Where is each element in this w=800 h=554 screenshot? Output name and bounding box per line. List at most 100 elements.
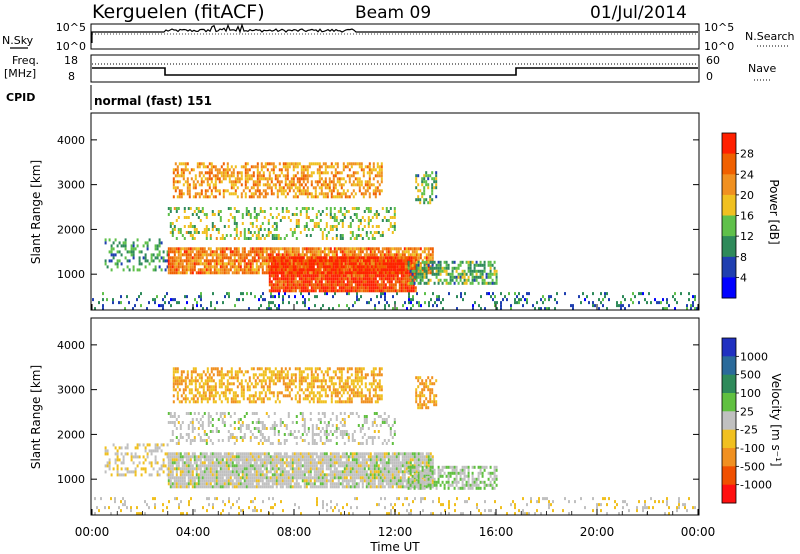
scatter-cell <box>315 461 318 465</box>
scatter-cell <box>338 283 341 287</box>
scatter-cell <box>307 470 310 474</box>
scatter-cell <box>356 262 359 266</box>
scatter-cell <box>171 234 174 237</box>
scatter-cell <box>508 292 510 296</box>
scatter-cell <box>302 192 305 196</box>
scatter-cell <box>374 271 377 275</box>
scatter-cell <box>320 271 323 275</box>
scatter-cell <box>126 506 128 510</box>
scatter-cell <box>264 298 266 302</box>
scatter-cell <box>324 180 327 184</box>
scatter-cell <box>466 500 468 504</box>
scatter-cell <box>279 473 282 477</box>
scatter-cell <box>280 277 283 281</box>
scatter-cell <box>255 213 258 216</box>
scatter-cell <box>378 503 380 507</box>
scatter-cell <box>249 476 252 480</box>
scatter-cell <box>201 479 204 483</box>
scatter-cell <box>150 449 153 453</box>
scatter-cell <box>144 253 147 257</box>
scatter-cell <box>185 265 188 269</box>
scatter-cell <box>380 289 383 293</box>
scatter-cell <box>173 479 176 483</box>
scatter-cell <box>340 274 343 278</box>
scatter-cell <box>210 304 212 308</box>
scatter-cell <box>112 253 115 257</box>
scatter-cell <box>378 286 381 290</box>
scatter-cell <box>346 304 348 308</box>
scatter-cell <box>451 275 454 279</box>
scatter-cell <box>299 455 302 459</box>
scatter-cell <box>199 482 202 486</box>
scatter-cell <box>415 198 418 202</box>
scatter-cell <box>332 280 335 284</box>
scatter-cell <box>424 301 426 305</box>
scatter-cell <box>413 275 416 279</box>
scatter-cell <box>273 473 276 477</box>
scatter-cell <box>358 277 361 281</box>
scatter-cell <box>391 225 394 228</box>
scatter-cell <box>634 295 636 299</box>
scatter-cell <box>332 259 335 263</box>
scatter-cell <box>275 485 278 489</box>
scatter-cell <box>211 228 214 231</box>
scatter-cell <box>431 266 434 270</box>
scatter-cell <box>384 289 387 293</box>
scatter-cell <box>321 461 324 465</box>
scatter-cell <box>332 189 335 193</box>
scatter-cell <box>356 286 359 290</box>
scatter-cell <box>169 476 172 480</box>
scatter-cell <box>324 262 327 266</box>
scatter-cell <box>296 256 299 260</box>
scatter-cell <box>104 464 107 468</box>
scatter-cell <box>294 268 297 272</box>
scatter-cell <box>122 244 125 248</box>
scatter-cell <box>420 304 422 308</box>
scatter-cell <box>481 263 484 267</box>
scatter-cell <box>276 286 279 290</box>
scatter-cell <box>138 512 140 516</box>
scatter-cell <box>380 262 383 266</box>
scatter-cell <box>316 295 318 299</box>
scatter-cell <box>246 174 249 178</box>
scatter-cell <box>288 265 291 269</box>
scatter-cell <box>278 304 280 308</box>
scatter-cell <box>465 272 468 276</box>
scatter-cell <box>277 476 280 480</box>
scatter-cell <box>220 512 222 516</box>
scatter-cell <box>320 189 323 193</box>
scatter-cell <box>280 189 283 193</box>
scatter-cell <box>252 171 255 175</box>
scatter-cell <box>423 174 426 178</box>
scatter-cell <box>214 165 217 169</box>
scatter-cell <box>514 512 516 516</box>
scatter-cell <box>480 512 482 516</box>
scatter-cell <box>326 165 329 169</box>
scatter-cell <box>371 234 374 237</box>
scatter-cell <box>429 174 432 178</box>
scatter-cell <box>277 479 280 483</box>
scatter-cell <box>394 271 397 275</box>
scatter-cell <box>263 228 266 231</box>
scatter-cell <box>301 473 304 477</box>
scatter-cell <box>421 266 424 270</box>
scatter-cell <box>381 247 384 251</box>
scatter-cell <box>283 470 286 474</box>
scatter-cell <box>215 259 218 263</box>
scatter-cell <box>227 458 230 462</box>
scatter-cell <box>273 237 276 240</box>
scatter-cell <box>324 177 327 181</box>
scatter-cell <box>191 473 194 477</box>
scatter-cell <box>336 171 339 175</box>
scatter-cell <box>248 174 251 178</box>
scatter-cell <box>302 295 304 299</box>
scatter-cell <box>287 470 290 474</box>
scatter-cell <box>349 250 352 254</box>
scatter-cell <box>320 183 323 187</box>
scatter-cell <box>373 250 376 254</box>
scatter-cell <box>344 277 347 281</box>
scatter-cell <box>279 247 282 251</box>
scatter-cell <box>336 283 339 287</box>
scatter-cell <box>408 298 410 302</box>
scatter-cell <box>538 497 540 501</box>
